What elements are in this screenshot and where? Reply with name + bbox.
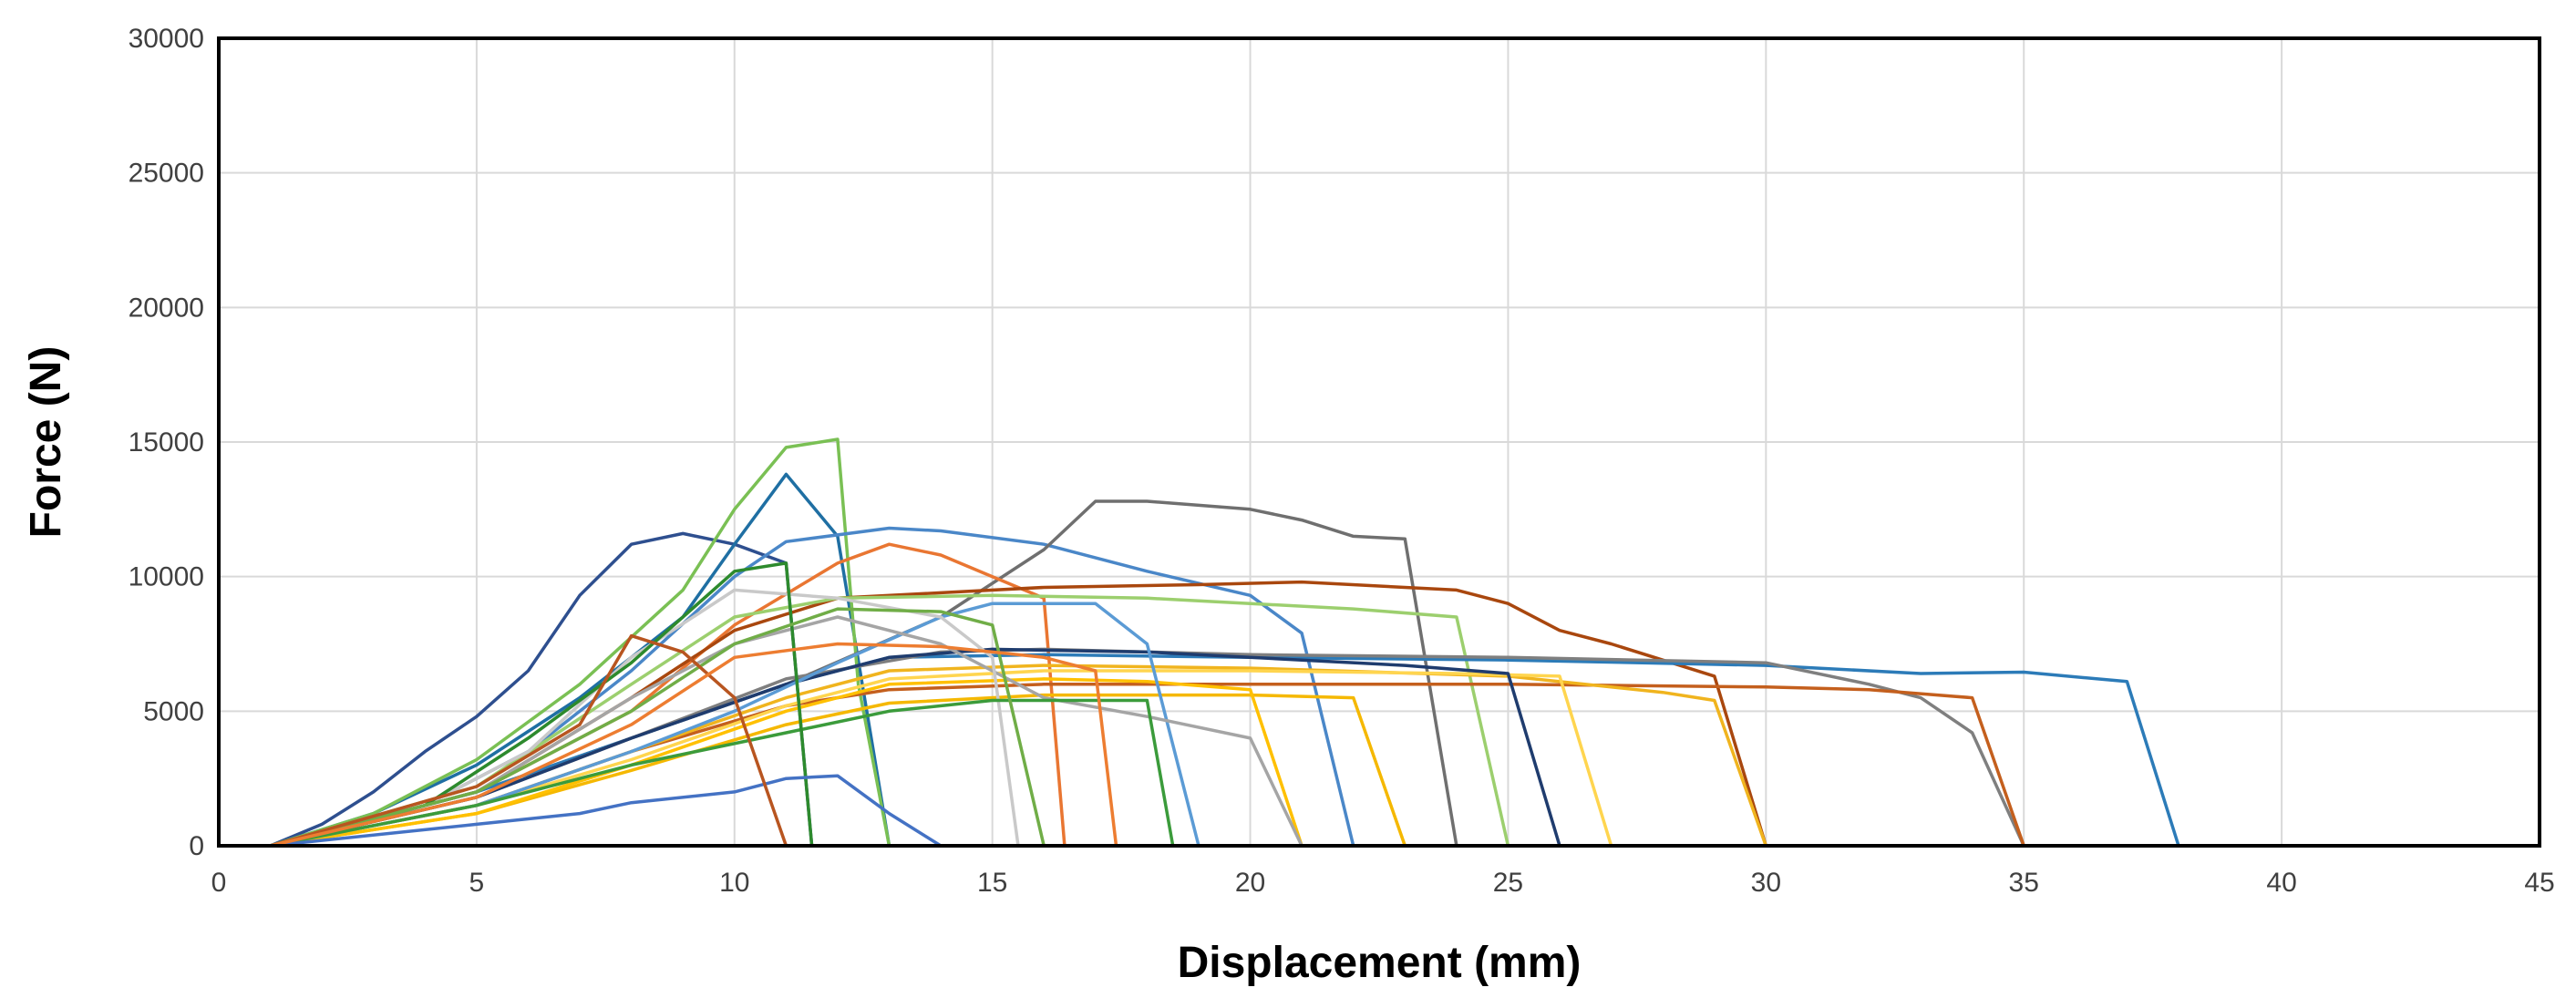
series-line-15 xyxy=(268,693,1407,848)
series-line-18 xyxy=(268,615,1303,848)
series-line-8 xyxy=(268,593,1510,848)
y-tick-label: 30000 xyxy=(129,24,204,54)
series-line-6 xyxy=(268,542,1066,848)
series-lines xyxy=(217,437,2541,848)
x-tick-label: 15 xyxy=(977,868,1007,898)
series-line-19 xyxy=(268,588,1020,848)
x-tick-label: 30 xyxy=(1751,868,1781,898)
series-line-20 xyxy=(268,698,1175,848)
x-tick-label: 25 xyxy=(1493,868,1523,898)
series-line-23 xyxy=(268,607,1046,848)
y-axis-tick-labels: 0 5000 10000 15000 20000 25000 30000 xyxy=(129,24,204,861)
series-line-7 xyxy=(268,580,1768,848)
series-line-1 xyxy=(268,531,814,848)
y-tick-label: 0 xyxy=(189,831,204,861)
y-axis-title: Force (N) xyxy=(22,346,70,539)
series-line-24 xyxy=(268,633,788,848)
series-line-14 xyxy=(268,647,1561,848)
x-tick-label: 10 xyxy=(719,868,749,898)
x-tick-label: 0 xyxy=(211,868,227,898)
x-tick-label: 40 xyxy=(2266,868,2296,898)
y-tick-label: 20000 xyxy=(129,293,204,323)
x-tick-label: 5 xyxy=(469,868,485,898)
y-tick-label: 15000 xyxy=(129,427,204,458)
series-line-3 xyxy=(268,437,891,848)
series-line-16 xyxy=(268,677,1303,848)
series-line-25 xyxy=(268,642,1118,848)
x-tick-label: 20 xyxy=(1235,868,1265,898)
series-line-12 xyxy=(268,663,1768,848)
x-axis-title: Displacement (mm) xyxy=(1178,939,1582,987)
x-axis-tick-labels: 0 5 10 15 20 25 30 35 40 45 xyxy=(211,868,2555,898)
series-line-22 xyxy=(268,774,943,848)
y-tick-label: 10000 xyxy=(129,562,204,592)
x-tick-label: 35 xyxy=(2009,868,2039,898)
y-tick-label: 5000 xyxy=(143,696,204,726)
series-line-17 xyxy=(268,602,1200,848)
x-tick-label: 45 xyxy=(2524,868,2554,898)
y-tick-label: 25000 xyxy=(129,159,204,189)
series-line-13 xyxy=(268,669,1613,848)
plot-area-border xyxy=(217,36,2541,848)
